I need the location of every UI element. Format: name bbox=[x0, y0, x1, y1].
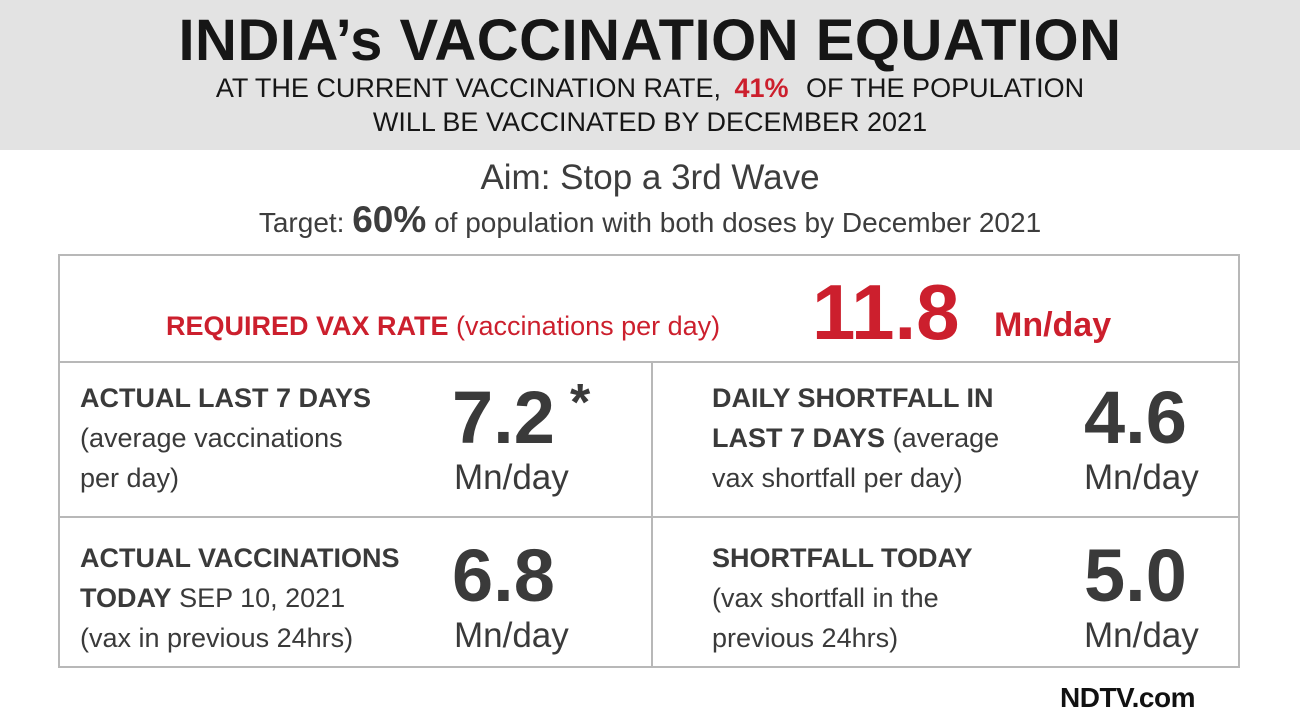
target-suffix: of population with both doses by Decembe… bbox=[434, 207, 1042, 238]
subtitle-text-part2: OF THE POPULATION bbox=[806, 73, 1085, 103]
cell-label: SHORTFALL TODAY bbox=[712, 543, 973, 573]
cell-shortfall-7days-unit: Mn/day bbox=[1084, 458, 1199, 497]
cell-note: (vax in previous 24hrs) bbox=[80, 623, 354, 653]
subtitle-text-part1: AT THE CURRENT VACCINATION RATE, bbox=[215, 73, 721, 103]
aim-text: Aim: Stop a 3rd Wave bbox=[480, 158, 820, 197]
cell-shortfall-today-unit: Mn/day bbox=[1084, 616, 1199, 655]
required-rate-unit: Mn/day bbox=[994, 306, 1112, 344]
required-rate-value: 11.8 bbox=[812, 268, 960, 356]
cell-shortfall-7days-value: 4.6 bbox=[1084, 376, 1187, 459]
divider-horizontal bbox=[58, 516, 1240, 518]
cell-actual-7days-value: 7.2 bbox=[452, 376, 555, 459]
cell-label: TODAY bbox=[80, 583, 172, 613]
cell-actual-today-unit: Mn/day bbox=[454, 616, 569, 655]
cell-note: previous 24hrs) bbox=[712, 623, 899, 653]
cell-label: ACTUAL LAST 7 DAYS bbox=[80, 383, 372, 413]
cell-note: (vax shortfall in the bbox=[712, 583, 939, 613]
header-subtitle-line1: AT THE CURRENT VACCINATION RATE, 41% OF … bbox=[0, 72, 1300, 104]
cell-actual-today-value: 6.8 bbox=[452, 534, 555, 617]
cell-shortfall-7days-text: DAILY SHORTFALL IN LAST 7 DAYS (average … bbox=[712, 378, 999, 498]
cell-label: ACTUAL VACCINATIONS bbox=[80, 543, 400, 573]
page-title: INDIA’s VACCINATION EQUATION bbox=[178, 8, 1122, 73]
divider-vertical bbox=[651, 362, 653, 668]
target-prefix: Target: bbox=[258, 207, 345, 238]
cell-note: (average bbox=[892, 423, 1000, 453]
divider-horizontal bbox=[58, 361, 1240, 363]
cell-actual-7days-text: ACTUAL LAST 7 DAYS (average vaccinations… bbox=[80, 378, 371, 498]
header-subtitle-line2: WILL BE VACCINATED BY DECEMBER 2021 bbox=[372, 107, 928, 137]
ndtv-logo: NDTV.com bbox=[1060, 682, 1196, 713]
target-percent: 60% bbox=[352, 199, 427, 240]
cell-note: per day) bbox=[80, 463, 180, 493]
cell-date: SEP 10, 2021 bbox=[179, 583, 346, 613]
stats-box bbox=[58, 254, 1240, 668]
cell-label: LAST 7 DAYS bbox=[712, 423, 886, 453]
cell-note: (average vaccinations bbox=[80, 423, 343, 453]
target-text: Target: 60% of population with both dose… bbox=[0, 200, 1300, 243]
cell-label: DAILY SHORTFALL IN bbox=[712, 383, 994, 413]
cell-shortfall-today-text: SHORTFALL TODAY (vax shortfall in the pr… bbox=[712, 538, 973, 658]
required-rate-label: REQUIRED VAX RATE (vaccinations per day) bbox=[166, 310, 720, 342]
cell-note: vax shortfall per day) bbox=[712, 463, 963, 493]
cell-actual-today-text: ACTUAL VACCINATIONS TODAY SEP 10, 2021 (… bbox=[80, 538, 400, 658]
cell-shortfall-today-value: 5.0 bbox=[1084, 534, 1187, 617]
asterisk-mark: * bbox=[570, 374, 591, 432]
required-rate-title: REQUIRED VAX RATE bbox=[166, 311, 449, 341]
required-rate-note: (vaccinations per day) bbox=[456, 311, 721, 341]
subtitle-percent: 41% bbox=[734, 73, 789, 103]
cell-actual-7days-unit: Mn/day bbox=[454, 458, 569, 497]
header-banner: INDIA’s VACCINATION EQUATION AT THE CURR… bbox=[0, 0, 1300, 150]
